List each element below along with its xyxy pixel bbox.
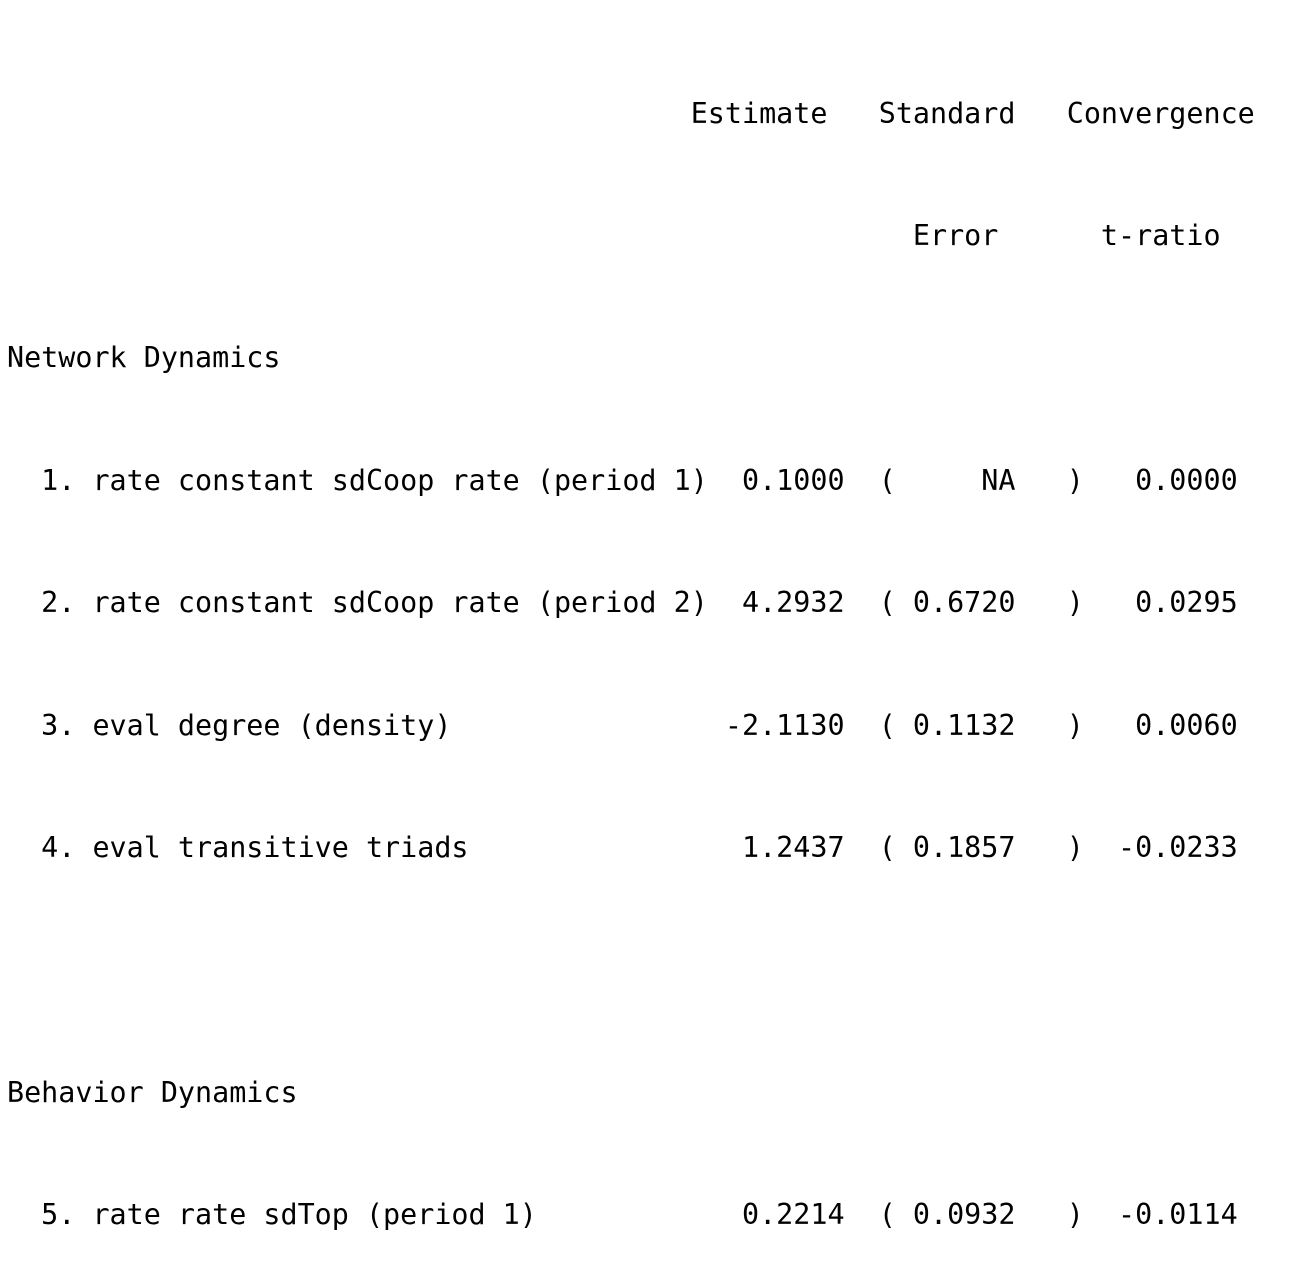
network-dynamics-title: Network Dynamics	[7, 341, 281, 375]
behavior-dynamics-title: Behavior Dynamics	[7, 1075, 298, 1109]
header-line-1: Estimate Standard Convergence	[7, 96, 1255, 130]
behavior-row-5: 5. rate rate sdTop (period 1) 0.2214 ( 0…	[7, 1198, 1238, 1232]
network-row-3: 3. eval degree (density) -2.1130 ( 0.113…	[7, 708, 1238, 742]
console-output: Estimate Standard Convergence Error t-ra…	[7, 12, 1255, 1274]
network-row-2: 2. rate constant sdCoop rate (period 2) …	[7, 586, 1238, 620]
network-row-4: 4. eval transitive triads 1.2437 ( 0.185…	[7, 830, 1238, 864]
network-row-1: 1. rate constant sdCoop rate (period 1) …	[7, 463, 1238, 497]
blank-line-1	[7, 950, 1255, 991]
header-line-2: Error t-ratio	[7, 218, 1221, 252]
